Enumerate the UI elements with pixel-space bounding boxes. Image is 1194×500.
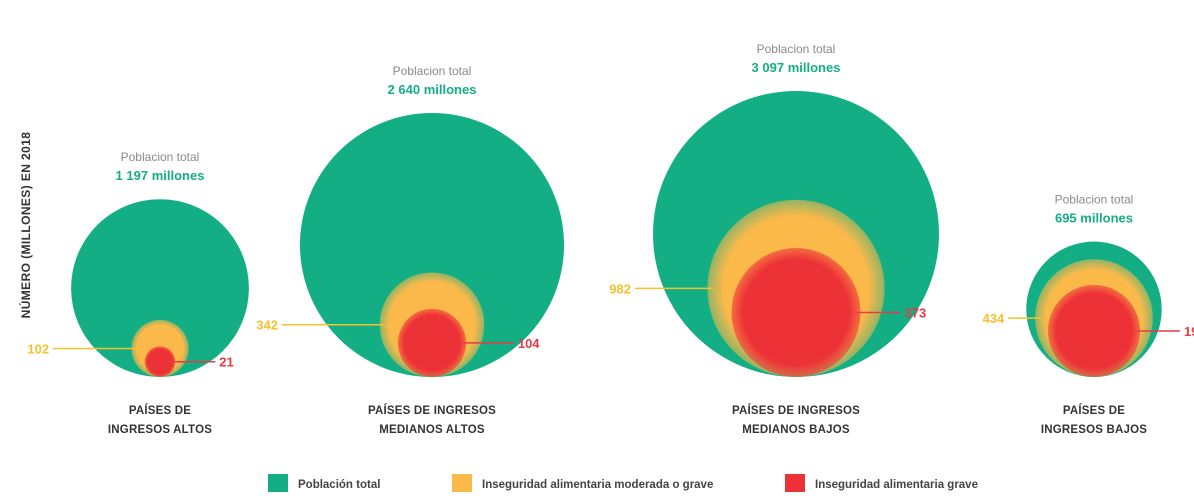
legend-label: Inseguridad alimentaria grave [815, 479, 978, 491]
bubble-group: 982 373 Poblacion total 3 097 millones PAÍSE… [609, 42, 939, 436]
group-label-line1: PAÍSES DE [129, 404, 191, 417]
population-value: 3 097 millones [752, 60, 841, 75]
moderate-value-label: 434 [983, 311, 1005, 326]
group-label-line2: INGRESOS BAJOS [1041, 424, 1147, 436]
group-label-line2: INGRESOS ALTOS [108, 424, 212, 436]
severe-insecurity-circle [144, 346, 176, 377]
group-label-line1: PAÍSES DE [1063, 404, 1125, 417]
population-value: 695 millones [1055, 211, 1133, 226]
severe-value-label: 373 [905, 305, 927, 320]
group-label-line2: MEDIANOS ALTOS [379, 424, 485, 436]
total-population-circle [299, 112, 565, 377]
moderate-value-label: 102 [27, 341, 49, 356]
population-label: Poblacion total [393, 64, 472, 78]
population-value: 1 197 millones [116, 168, 205, 183]
severe-insecurity-circle [1047, 284, 1141, 378]
population-label: Poblacion total [757, 42, 836, 56]
group-label-line2: MEDIANOS BAJOS [742, 424, 850, 436]
bubble-group: 102 21 Poblacion total 1 197 millones PAÍSES… [27, 150, 249, 436]
legend-swatch [785, 474, 805, 492]
legend-item: Inseguridad alimentaria moderada o grave [452, 474, 713, 492]
population-value: 2 640 millones [388, 82, 477, 97]
moderate-value-label: 982 [609, 281, 631, 296]
severe-value-label: 190 [1184, 324, 1194, 339]
legend-label: Inseguridad alimentaria moderada o grave [482, 479, 713, 491]
bubble-group: 342 104 Poblacion total 2 640 millones PAÍSE… [256, 64, 565, 436]
severe-insecurity-circle [397, 308, 467, 377]
y-axis-label: NÚMERO (MILLONES) EN 2018 [18, 132, 33, 319]
bubble-groups: 102 21 Poblacion total 1 197 millones PAÍSES… [27, 42, 1194, 436]
severe-value-label: 104 [518, 336, 540, 351]
bubble-group: 434 190 Poblacion total 695 millones PAÍSES … [983, 193, 1194, 436]
legend-swatch [268, 474, 288, 492]
legend-item: Inseguridad alimentaria grave [785, 474, 978, 492]
severe-insecurity-circle [731, 247, 861, 377]
group-label-line1: PAÍSES DE INGRESOS [368, 404, 496, 417]
group-label-line1: PAÍSES DE INGRESOS [732, 404, 860, 417]
legend-label: Población total [298, 479, 380, 491]
legend-item: Población total [268, 474, 380, 492]
moderate-value-label: 342 [256, 318, 278, 333]
population-label: Poblacion total [121, 150, 200, 164]
severe-value-label: 21 [219, 355, 233, 370]
legend-swatch [452, 474, 472, 492]
population-label: Poblacion total [1055, 193, 1134, 207]
total-population-circle [71, 199, 249, 377]
legend: Población total Inseguridad alimentaria m… [268, 474, 978, 492]
